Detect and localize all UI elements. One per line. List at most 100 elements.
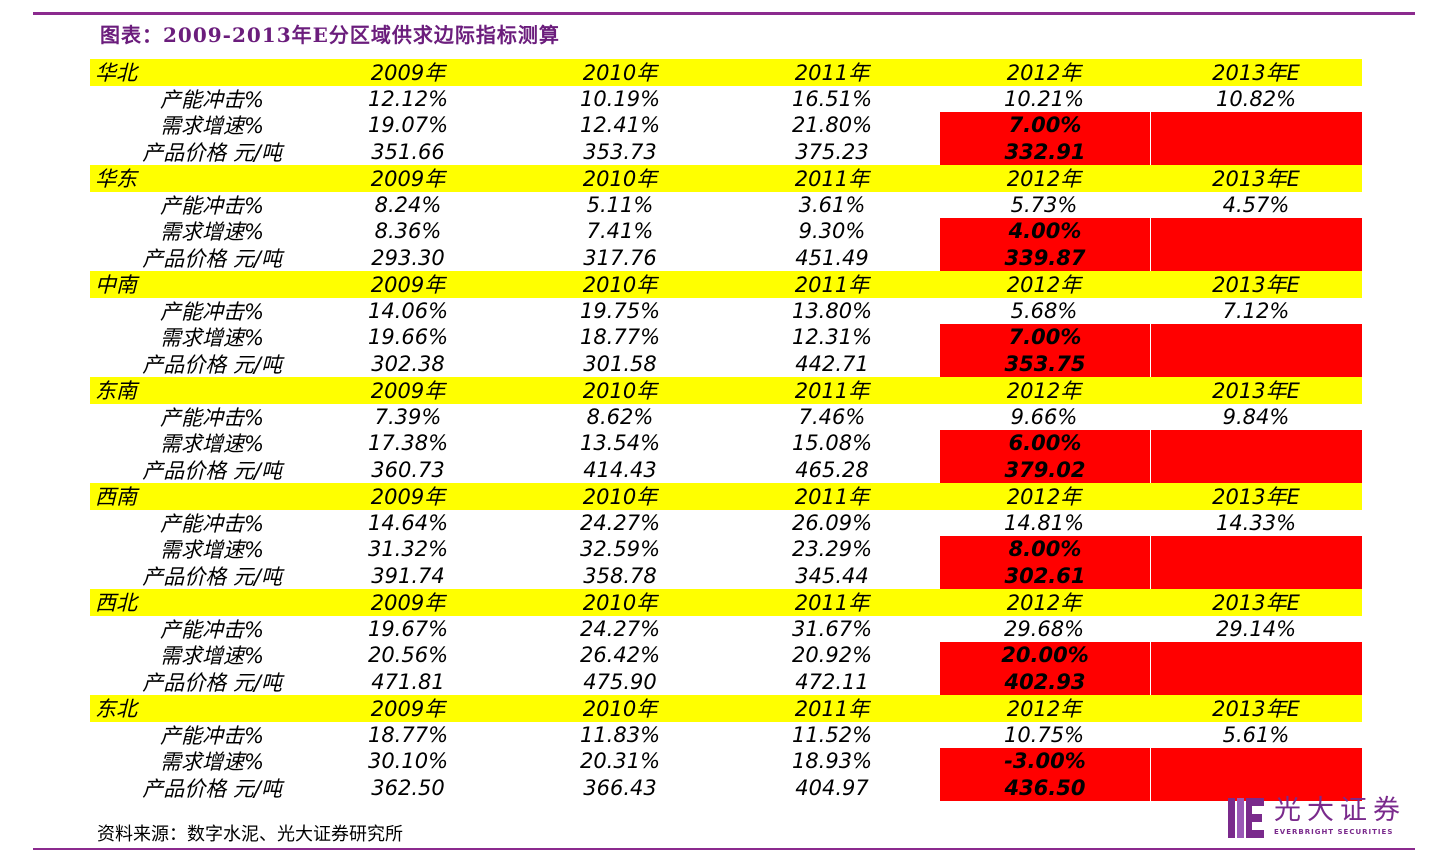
value-cell: 351.66 xyxy=(371,139,445,164)
value-cell: 358.78 xyxy=(583,563,657,588)
year-header-cell: 2011年 xyxy=(726,377,938,404)
value-cell: 366.43 xyxy=(583,775,657,800)
year-header-cell: 2013年E xyxy=(1150,165,1362,192)
logo-mark-icon xyxy=(1228,798,1264,838)
metric-label: 需求增速% xyxy=(160,220,264,245)
metric-label: 产品价格 元/吨 xyxy=(142,776,282,801)
table-row: 需求增速% 19.66% 18.77% 12.31% 7.00% xyxy=(90,324,1362,351)
value-cell: 404.97 xyxy=(795,775,869,800)
year-header-cell: 2009年 xyxy=(302,271,514,298)
year-header-cell: 2011年 xyxy=(726,483,938,510)
value-cell: 293.30 xyxy=(371,245,445,270)
table-row: 产能冲击% 19.67% 24.27% 31.67% 29.68% 29.14% xyxy=(90,616,1362,643)
value-cell xyxy=(1150,350,1362,377)
value-cell: 31.67% xyxy=(791,616,873,641)
value-cell xyxy=(1150,562,1362,589)
metric-label: 需求增速% xyxy=(160,326,264,351)
value-cell: 353.73 xyxy=(583,139,657,164)
region-name: 中南 xyxy=(90,271,302,298)
value-cell: 414.43 xyxy=(583,457,657,482)
year-header-cell: 2013年E xyxy=(1150,695,1362,722)
table-row: 产品价格 元/吨 360.73 414.43 465.28 379.02 xyxy=(90,456,1362,483)
value-cell: 24.27% xyxy=(579,510,661,535)
metric-label: 产能冲击% xyxy=(160,617,264,642)
value-cell: 9.66% xyxy=(1010,404,1078,429)
year-header-cell: 2013年E xyxy=(1150,377,1362,404)
value-cell: 9.30% xyxy=(798,219,866,244)
table-row: 产品价格 元/吨 391.74 358.78 345.44 302.61 xyxy=(90,562,1362,589)
year-header-cell: 2011年 xyxy=(726,589,938,616)
value-cell: 339.87 xyxy=(938,244,1150,271)
value-cell: -3.00% xyxy=(938,748,1150,775)
value-cell: 472.11 xyxy=(795,669,869,694)
table-row: 产品价格 元/吨 471.81 475.90 472.11 402.93 xyxy=(90,668,1362,695)
value-cell: 20.00% xyxy=(938,642,1150,669)
value-cell: 23.29% xyxy=(791,537,873,562)
metric-label: 产品价格 元/吨 xyxy=(142,670,282,695)
table-row: 需求增速% 19.07% 12.41% 21.80% 7.00% xyxy=(90,112,1362,139)
value-cell: 12.12% xyxy=(367,86,449,111)
value-cell: 5.61% xyxy=(1222,722,1290,747)
value-cell: 353.75 xyxy=(938,350,1150,377)
metric-label: 产能冲击% xyxy=(160,87,264,112)
value-cell: 13.54% xyxy=(579,431,661,456)
value-cell: 8.62% xyxy=(586,404,654,429)
value-cell: 10.19% xyxy=(579,86,661,111)
value-cell: 26.09% xyxy=(791,510,873,535)
year-header-cell: 2013年E xyxy=(1150,589,1362,616)
region-header-row: 中南 2009年 2010年 2011年 2012年 2013年E xyxy=(90,271,1362,298)
region-name: 华北 xyxy=(90,59,302,86)
year-header-cell: 2012年 xyxy=(938,59,1150,86)
value-cell: 4.57% xyxy=(1222,192,1290,217)
logo-name-en: EVERBRIGHT SECURITIES xyxy=(1274,828,1394,836)
year-header-cell: 2010年 xyxy=(514,271,726,298)
value-cell: 7.12% xyxy=(1222,298,1290,323)
value-cell: 19.67% xyxy=(367,616,449,641)
data-table: 华北 2009年 2010年 2011年 2012年 2013年E 产能冲击% 12.12% 1… xyxy=(90,59,1362,801)
year-header-cell: 2013年E xyxy=(1150,271,1362,298)
metric-label: 产品价格 元/吨 xyxy=(142,564,282,589)
metric-label: 需求增速% xyxy=(160,114,264,139)
value-cell: 18.77% xyxy=(367,722,449,747)
year-header-cell: 2009年 xyxy=(302,377,514,404)
value-cell: 379.02 xyxy=(938,456,1150,483)
value-cell: 475.90 xyxy=(583,669,657,694)
value-cell xyxy=(1150,218,1362,245)
value-cell: 7.00% xyxy=(938,324,1150,351)
value-cell: 345.44 xyxy=(795,563,869,588)
metric-label: 产品价格 元/吨 xyxy=(142,246,282,271)
value-cell: 7.00% xyxy=(938,112,1150,139)
region-header-row: 华东 2009年 2010年 2011年 2012年 2013年E xyxy=(90,165,1362,192)
value-cell: 11.83% xyxy=(579,722,661,747)
value-cell xyxy=(1150,642,1362,669)
company-logo: 光大证券 EVERBRIGHT SECURITIES xyxy=(1226,796,1426,844)
metric-label: 产能冲击% xyxy=(160,405,264,430)
metric-label: 需求增速% xyxy=(160,432,264,457)
value-cell xyxy=(1150,138,1362,165)
value-cell: 7.41% xyxy=(586,219,654,244)
year-header-cell: 2011年 xyxy=(726,165,938,192)
value-cell: 20.92% xyxy=(791,643,873,668)
table-row: 产能冲击% 18.77% 11.83% 11.52% 10.75% 5.61% xyxy=(90,722,1362,749)
year-header-cell: 2010年 xyxy=(514,483,726,510)
value-cell: 13.80% xyxy=(791,298,873,323)
value-cell: 6.00% xyxy=(938,430,1150,457)
value-cell: 31.32% xyxy=(367,537,449,562)
value-cell: 29.68% xyxy=(1003,616,1085,641)
table-row: 产品价格 元/吨 362.50 366.43 404.97 436.50 xyxy=(90,774,1362,801)
value-cell: 7.46% xyxy=(798,404,866,429)
value-cell: 17.38% xyxy=(367,431,449,456)
year-header-cell: 2009年 xyxy=(302,59,514,86)
metric-label: 产品价格 元/吨 xyxy=(142,140,282,165)
value-cell: 21.80% xyxy=(791,113,873,138)
year-header-cell: 2010年 xyxy=(514,377,726,404)
table-row: 需求增速% 30.10% 20.31% 18.93% -3.00% xyxy=(90,748,1362,775)
value-cell: 402.93 xyxy=(938,668,1150,695)
value-cell: 3.61% xyxy=(798,192,866,217)
value-cell: 19.66% xyxy=(367,325,449,350)
value-cell: 19.75% xyxy=(579,298,661,323)
value-cell: 8.24% xyxy=(374,192,442,217)
value-cell: 391.74 xyxy=(371,563,445,588)
value-cell: 32.59% xyxy=(579,537,661,562)
value-cell: 10.75% xyxy=(1003,722,1085,747)
